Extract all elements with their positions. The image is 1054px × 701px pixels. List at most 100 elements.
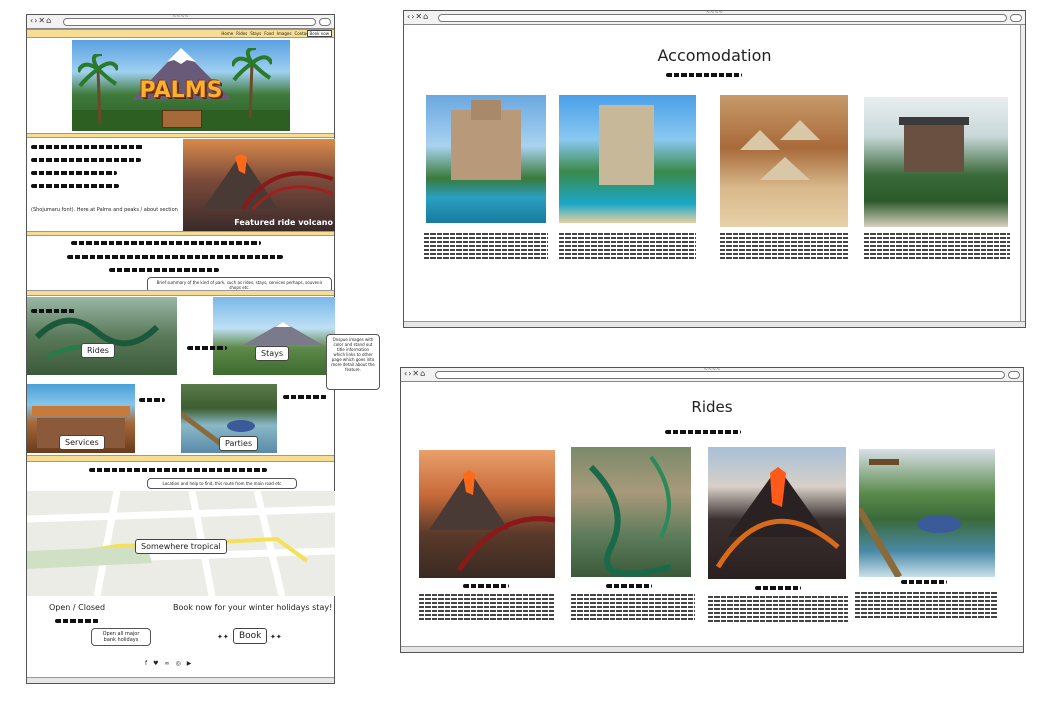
browser-titlebar: ‹›✕⌂ ~~~~ [404,10,1025,25]
water-ride-shape [181,412,255,446]
hero-gate [162,110,202,128]
youtube-icon[interactable]: ▶ [186,660,192,667]
section-divider-3 [27,290,334,296]
accommodation-card-image-3[interactable] [720,95,848,227]
about-heading-line-2 [31,158,141,162]
section-divider [27,133,334,138]
facebook-icon[interactable]: f [145,660,148,667]
stays-tile-image[interactable] [213,297,335,375]
water-flume-shape [859,459,961,577]
ride-card-heading-3 [755,586,801,590]
homepage-window: ‹›✕⌂ ~~~~ Home Rides Stays Food Images C… [26,14,335,684]
nav-book-button[interactable]: Book now [306,30,332,37]
vertical-scrollbar[interactable] [1020,25,1025,321]
book-deco-right: ✦✦ [270,633,282,641]
ride-card-image-2[interactable] [571,447,691,577]
accommodation-card-text-3 [720,233,848,259]
stays-tile-scribble [187,346,227,350]
cliff-huts-shape [740,120,820,180]
accommodation-card-text-1 [424,233,548,259]
parties-tile-label[interactable]: Parties [219,436,259,451]
ride-card-heading-2 [606,584,652,588]
horizontal-scrollbar[interactable] [27,677,334,683]
book-cta-text: Book now for your winter holidays stay! [173,603,333,612]
accommodation-title: Accomodation [657,46,772,65]
twitter-icon[interactable]: ♥ [153,660,159,667]
map-note: Location and help to find, this route fr… [147,478,297,489]
ride-card-text-2 [571,594,695,620]
browser-menu-button[interactable] [1010,14,1022,22]
tab-title: ~~~~ [703,367,721,373]
ride-card-heading-1 [463,584,509,588]
rides-tile-label[interactable]: Rides [81,343,115,358]
ride-card-image-1[interactable] [419,450,555,578]
map-roads [27,491,335,596]
serpent-coaster-shape-2 [588,455,672,577]
summary-line-1 [71,241,261,245]
accommodation-subtitle-scribble [666,73,742,77]
book-deco-left: ✦✦ [217,633,229,641]
footer-book-button[interactable]: Book [233,628,268,644]
section-divider-2 [27,231,334,236]
tripadvisor-icon[interactable]: ∞ [164,660,170,667]
accommodation-card-image-2[interactable] [559,95,696,223]
about-caption: (Shojumaru font). Here at Palms and peak… [31,207,178,213]
hero-banner-image: PALMS [72,40,290,131]
browser-nav-controls[interactable]: ‹›✕⌂ [30,16,53,25]
nav-bar: Home Rides Stays Food Images Contact Boo… [27,29,334,38]
accommodation-window: ‹›✕⌂ ~~~~ Accomodation [403,10,1026,328]
services-tile-label[interactable]: Services [59,435,105,450]
map-pin-label[interactable]: Somewhere tropical [135,539,227,554]
nav-link-contact[interactable]: Contact [294,31,310,36]
pool-resort-hotel-shape [599,105,654,185]
browser-nav-controls[interactable]: ‹›✕⌂ [407,12,430,21]
accommodation-card-image-1[interactable] [426,95,546,223]
horizontal-scrollbar[interactable] [404,321,1025,327]
map-heading-scribble [89,468,267,472]
rides-subtitle-scribble [665,430,741,434]
hero-logo: PALMS [139,78,223,103]
nav-link-home[interactable]: Home [221,31,234,36]
address-bar[interactable] [63,18,316,26]
beach-tower-hotel-shape [451,100,521,180]
address-bar[interactable] [438,14,1007,22]
nav-link-stays[interactable]: Stays [250,31,262,36]
tab-title: ~~~~ [706,10,723,16]
nav-links: Home Rides Stays Food Images Contact [221,31,310,36]
nav-link-rides[interactable]: Rides [236,31,248,36]
open-hours-scribble [55,619,99,623]
browser-titlebar: ‹›✕⌂ ~~~~ [27,14,334,29]
ride-card-text-3 [708,596,848,622]
browser-nav-controls[interactable]: ‹›✕⌂ [404,369,427,378]
nav-link-images[interactable]: Images [276,31,292,36]
palm-tree-left [78,54,118,124]
ride-card-text-1 [419,594,555,620]
lava-mountain-coaster-shape [715,467,840,569]
accommodation-card-image-4[interactable] [864,97,1008,227]
horizontal-scrollbar[interactable] [401,646,1023,652]
browser-menu-button[interactable] [319,18,331,26]
ride-card-text-4 [855,592,997,618]
map-area[interactable]: Somewhere tropical [27,491,335,596]
ride-card-image-3[interactable] [708,447,846,579]
summary-line-2 [67,255,283,259]
jungle-villa-shape [899,117,969,172]
featured-ride-label: Featured ride volcano [234,218,333,227]
about-heading-line-4 [31,184,119,188]
stays-tile-label[interactable]: Stays [255,346,290,361]
section-divider-4 [27,455,334,462]
address-bar[interactable] [435,371,1005,379]
tab-title: ~~~~ [172,14,189,20]
open-closed-label: Open / Closed [49,603,106,612]
accommodation-card-text-4 [864,233,1010,259]
ride-card-image-4[interactable] [859,449,995,577]
browser-menu-button[interactable] [1008,371,1020,379]
parties-tile-scribble [283,395,327,399]
open-note: Open all major bank holidays [91,628,151,646]
featured-ride-image[interactable]: Featured ride volcano [183,139,335,231]
social-icons: f ♥ ∞ ◎ ▶ [145,660,191,667]
stays-mountain [243,322,323,345]
instagram-icon[interactable]: ◎ [175,660,181,667]
nav-link-food[interactable]: Food [264,31,274,36]
summary-line-3 [109,268,219,272]
